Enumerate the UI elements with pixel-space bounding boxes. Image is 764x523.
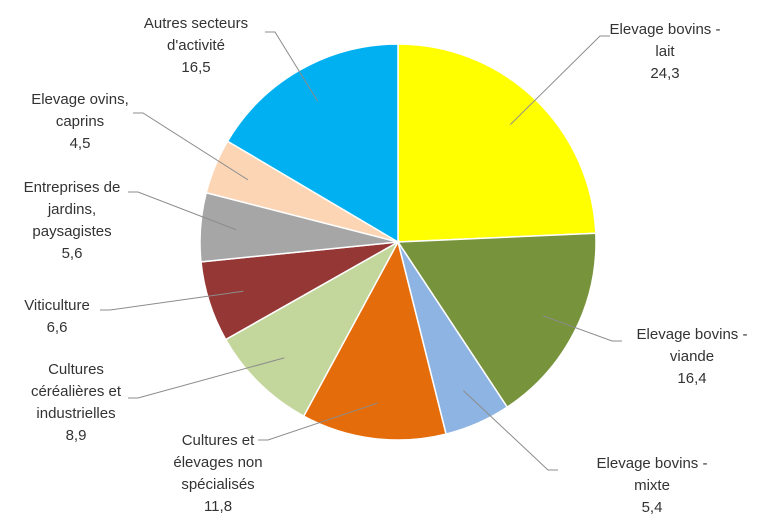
slice-value: 8,9 [66,427,87,444]
slice-value: 4,5 [70,135,91,152]
slice-name-line: Elevage bovins - [610,21,721,38]
slice-label-3: Elevage bovins - mixte 5,4 [597,455,708,516]
slice-name-line: paysagistes [32,223,111,240]
slice-name-line: Entreprises de [24,179,121,196]
slice-name-line: d'activité [167,37,225,54]
slice-name-line: Elevage bovins - [637,326,748,343]
slice-value: 16,4 [677,370,706,387]
slice-name-line: spécialisés [181,476,254,493]
slice-label-8: Elevage ovins, caprins 4,5 [31,91,129,152]
slice-value: 6,6 [47,319,68,336]
leader-line-5 [128,357,285,399]
slice-name-line: caprins [56,113,104,130]
slice-label-4: Cultures et élevages non spécialisés 11,8 [173,432,262,515]
pie-slice-5 [224,240,400,418]
slice-label-2: Elevage bovins - viande 16,4 [637,326,748,387]
slice-label-7: Entreprises de jardins, paysagistes 5,6 [24,179,121,262]
slice-name-line: Autres secteurs [144,15,248,32]
leader-line-1 [509,35,610,126]
slice-name-line: Elevage bovins - [597,455,708,472]
leader-line-3 [463,390,558,471]
leader-line-6 [100,290,244,311]
slice-value: 16,5 [181,59,210,76]
slice-label-5: Cultures céréalières et industrielles 8,9 [31,361,122,444]
pie-slice-4 [302,239,447,441]
slice-label-1: Elevage bovins - lait 24,3 [610,21,721,82]
slice-value: 5,4 [642,499,663,516]
slice-name-line: viande [670,348,714,365]
slice-name-line: Cultures [48,361,104,378]
slice-name-line: industrielles [36,405,115,422]
slice-value: 24,3 [650,65,679,82]
slice-label-6: Viticulture 6,6 [24,297,90,336]
slice-name-line: jardins, [47,201,96,218]
slice-name-line: mixte [634,477,670,494]
pie-slices [199,43,597,441]
leader-lines [100,31,622,471]
slice-name-line: céréalières et [31,383,122,400]
leader-line-8 [133,112,249,181]
leader-line-9 [265,31,318,102]
slice-name-line: Elevage ovins, [31,91,129,108]
slice-value: 11,8 [204,498,232,515]
slice-value: 5,6 [62,245,83,262]
pie-slice-1 [397,43,597,243]
pie-slice-9 [226,43,399,244]
slice-name-line: Cultures et [182,432,255,449]
slice-name-line: lait [655,43,675,60]
pie-slice-2 [396,232,597,409]
slice-name-line: Viticulture [24,297,90,314]
slice-label-9: Autres secteurs d'activité 16,5 [144,15,248,76]
leader-line-4 [258,402,378,441]
leader-line-7 [128,191,237,231]
slice-name-line: élevages non [173,454,262,471]
leader-line-2 [542,315,622,342]
